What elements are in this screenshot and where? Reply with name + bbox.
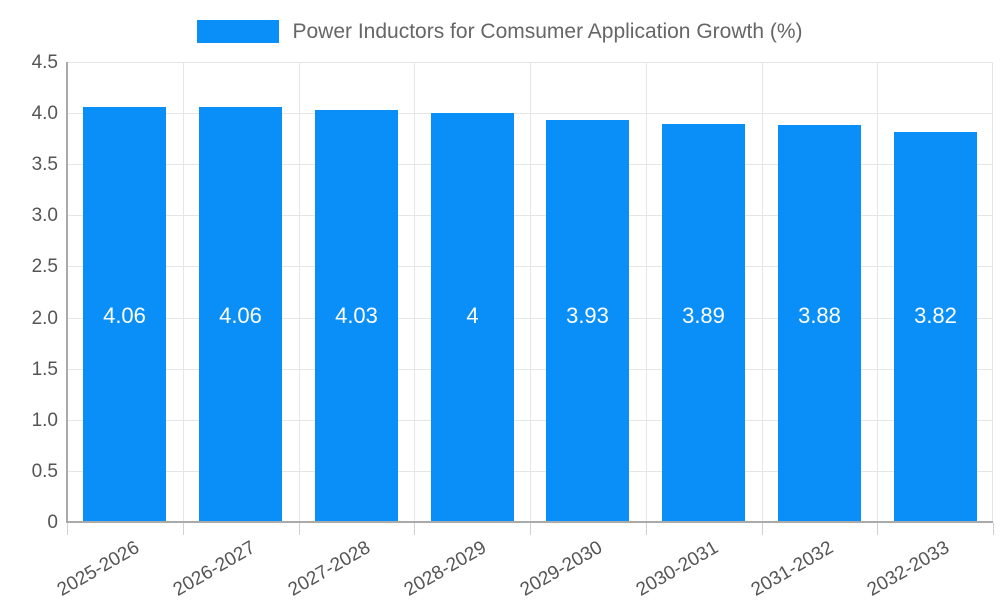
x-axis-tick-mark — [877, 523, 878, 535]
chart-legend: Power Inductors for Comsumer Application… — [0, 14, 1000, 48]
y-axis-line — [66, 62, 68, 523]
x-axis-tick-label: 2025-2026 — [53, 537, 143, 601]
gridline-vertical — [530, 62, 531, 522]
y-axis-tick-label: 2.5 — [31, 256, 58, 278]
x-axis-tick-mark — [299, 523, 300, 535]
x-axis-tick-label: 2032-2033 — [863, 537, 954, 601]
gridline-vertical — [646, 62, 647, 522]
bar-value-label: 4 — [466, 303, 479, 328]
legend-item-label: Power Inductors for Comsumer Application… — [292, 19, 803, 43]
x-axis-tick-label: 2026-2027 — [169, 537, 259, 601]
y-axis-tick-label: 3.5 — [31, 154, 58, 176]
bar-value-label: 3.82 — [914, 303, 957, 328]
legend-item[interactable]: Power Inductors for Comsumer Application… — [197, 19, 803, 43]
plot-right-border — [992, 62, 993, 522]
bar-value-label: 4.06 — [103, 303, 146, 328]
bar-value-label: 3.88 — [798, 303, 841, 328]
x-axis-tick-label: 2030-2031 — [632, 537, 722, 601]
plot-area: 4.06 4.06 4.03 4 3.93 3.89 3.88 3.82 — [67, 62, 993, 523]
y-axis-tick-label: 2.0 — [31, 307, 58, 329]
bar[interactable] — [431, 113, 514, 522]
y-axis-tick-label: 4.0 — [31, 103, 58, 125]
bar-value-label: 3.89 — [682, 303, 725, 328]
gridline-vertical — [877, 62, 878, 522]
y-axis-tick-label: 3.0 — [31, 205, 58, 227]
x-axis-tick-label: 2027-2028 — [285, 537, 375, 601]
x-axis-tick-mark — [993, 523, 994, 535]
bar[interactable] — [315, 110, 398, 522]
bar-value-label: 4.03 — [335, 303, 378, 328]
x-axis-tick-label: 2029-2030 — [516, 537, 606, 601]
y-axis-tick-label: 0.5 — [31, 460, 58, 482]
x-axis-tick-mark — [183, 523, 184, 535]
x-axis-tick-label: 2031-2032 — [748, 537, 838, 601]
x-axis-tick-mark — [414, 523, 415, 535]
bar-value-label: 3.93 — [566, 303, 609, 328]
y-axis-tick-labels: 0 0.5 1.0 1.5 2.0 2.5 3.0 3.5 4.0 4.5 — [0, 0, 58, 600]
x-axis-tick-mark — [67, 523, 68, 535]
bar[interactable] — [894, 132, 977, 522]
bar[interactable] — [662, 124, 745, 522]
x-axis-tick-mark — [646, 523, 647, 535]
gridline-vertical — [762, 62, 763, 522]
bar[interactable] — [546, 120, 629, 522]
x-axis-tick-mark — [762, 523, 763, 535]
bar[interactable] — [83, 107, 166, 522]
bar-value-label: 4.06 — [219, 303, 262, 328]
y-axis-tick-label: 4.5 — [31, 52, 58, 73]
x-axis-tick-labels: 2025-2026 2026-2027 2027-2028 2028-2029 2029… — [54, 523, 994, 601]
gridline-vertical — [183, 62, 184, 522]
gridline-vertical — [414, 62, 415, 522]
x-axis-line — [67, 521, 993, 523]
x-axis-tick-mark — [530, 523, 531, 535]
y-axis-tick-label: 1.5 — [31, 358, 58, 380]
gridline-vertical — [299, 62, 300, 522]
y-axis-tick-label: 0 — [47, 512, 58, 533]
y-axis-tick-label: 1.0 — [31, 409, 58, 431]
bar-chart: Power Inductors for Comsumer Application… — [0, 0, 1000, 601]
bar[interactable] — [778, 125, 861, 522]
bar[interactable] — [199, 107, 282, 522]
legend-color-swatch — [197, 19, 280, 43]
x-axis-tick-label: 2028-2029 — [400, 537, 491, 601]
